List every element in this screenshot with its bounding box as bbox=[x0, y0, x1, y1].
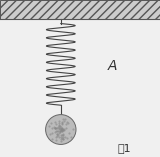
Point bbox=[60, 126, 63, 129]
Point bbox=[54, 131, 56, 133]
Point bbox=[48, 133, 51, 135]
Point bbox=[66, 121, 68, 123]
Point bbox=[55, 126, 57, 129]
Point bbox=[61, 128, 63, 130]
Point bbox=[54, 121, 57, 124]
Point bbox=[68, 132, 70, 135]
Point bbox=[55, 139, 57, 141]
Point bbox=[53, 127, 56, 130]
Point bbox=[56, 126, 59, 128]
Point bbox=[55, 135, 58, 138]
Point bbox=[65, 127, 68, 130]
Point bbox=[60, 129, 62, 131]
Point bbox=[56, 127, 58, 130]
Point bbox=[60, 137, 63, 140]
Point bbox=[59, 125, 61, 127]
Point bbox=[62, 133, 64, 135]
Point bbox=[56, 133, 59, 135]
Point bbox=[60, 127, 63, 130]
Point bbox=[64, 118, 66, 121]
Point bbox=[61, 138, 64, 141]
Point bbox=[50, 122, 52, 125]
Point bbox=[72, 128, 74, 130]
Point bbox=[57, 122, 60, 125]
Point bbox=[66, 121, 69, 124]
Point bbox=[63, 129, 65, 131]
Text: 図1: 図1 bbox=[118, 143, 132, 153]
Point bbox=[48, 125, 50, 128]
Point bbox=[59, 127, 62, 129]
Point bbox=[59, 130, 62, 132]
Point bbox=[56, 134, 59, 136]
Point bbox=[62, 134, 64, 137]
Point bbox=[57, 128, 60, 130]
Point bbox=[61, 128, 63, 131]
Point bbox=[60, 130, 63, 132]
Point bbox=[60, 121, 63, 124]
Point bbox=[53, 126, 56, 129]
Point bbox=[57, 132, 60, 135]
Point bbox=[59, 129, 62, 132]
Point bbox=[58, 120, 60, 122]
Bar bbox=[0, 0, 160, 19]
Point bbox=[56, 133, 58, 135]
Point bbox=[60, 140, 63, 142]
Point bbox=[60, 135, 63, 138]
Point bbox=[69, 136, 72, 138]
Point bbox=[61, 128, 63, 130]
Point bbox=[57, 135, 60, 138]
Point bbox=[50, 127, 53, 129]
Point bbox=[62, 138, 64, 140]
Point bbox=[57, 123, 60, 126]
Point bbox=[61, 135, 64, 138]
Point bbox=[58, 125, 60, 127]
Point bbox=[63, 120, 65, 122]
Point bbox=[64, 135, 66, 138]
Point bbox=[61, 127, 64, 129]
Point bbox=[61, 120, 63, 123]
Point bbox=[60, 129, 62, 131]
Point bbox=[59, 134, 62, 137]
Point bbox=[64, 122, 67, 125]
Point bbox=[59, 130, 61, 133]
Text: A: A bbox=[107, 59, 117, 73]
Point bbox=[59, 128, 62, 131]
Point bbox=[56, 130, 58, 132]
Point bbox=[51, 137, 54, 140]
Point bbox=[56, 129, 59, 132]
Point bbox=[56, 135, 58, 138]
Point bbox=[60, 128, 63, 130]
Point bbox=[51, 132, 53, 134]
Point bbox=[66, 136, 69, 139]
Point bbox=[63, 127, 65, 130]
Point bbox=[54, 123, 57, 125]
Point bbox=[52, 125, 55, 128]
Point bbox=[61, 134, 63, 136]
Point bbox=[62, 118, 64, 121]
Point bbox=[58, 127, 61, 129]
Point bbox=[61, 130, 63, 132]
Point bbox=[62, 129, 65, 131]
Circle shape bbox=[46, 115, 76, 144]
Point bbox=[54, 127, 56, 130]
Point bbox=[55, 130, 58, 132]
Point bbox=[60, 123, 63, 125]
Point bbox=[61, 137, 63, 139]
Point bbox=[60, 128, 62, 131]
